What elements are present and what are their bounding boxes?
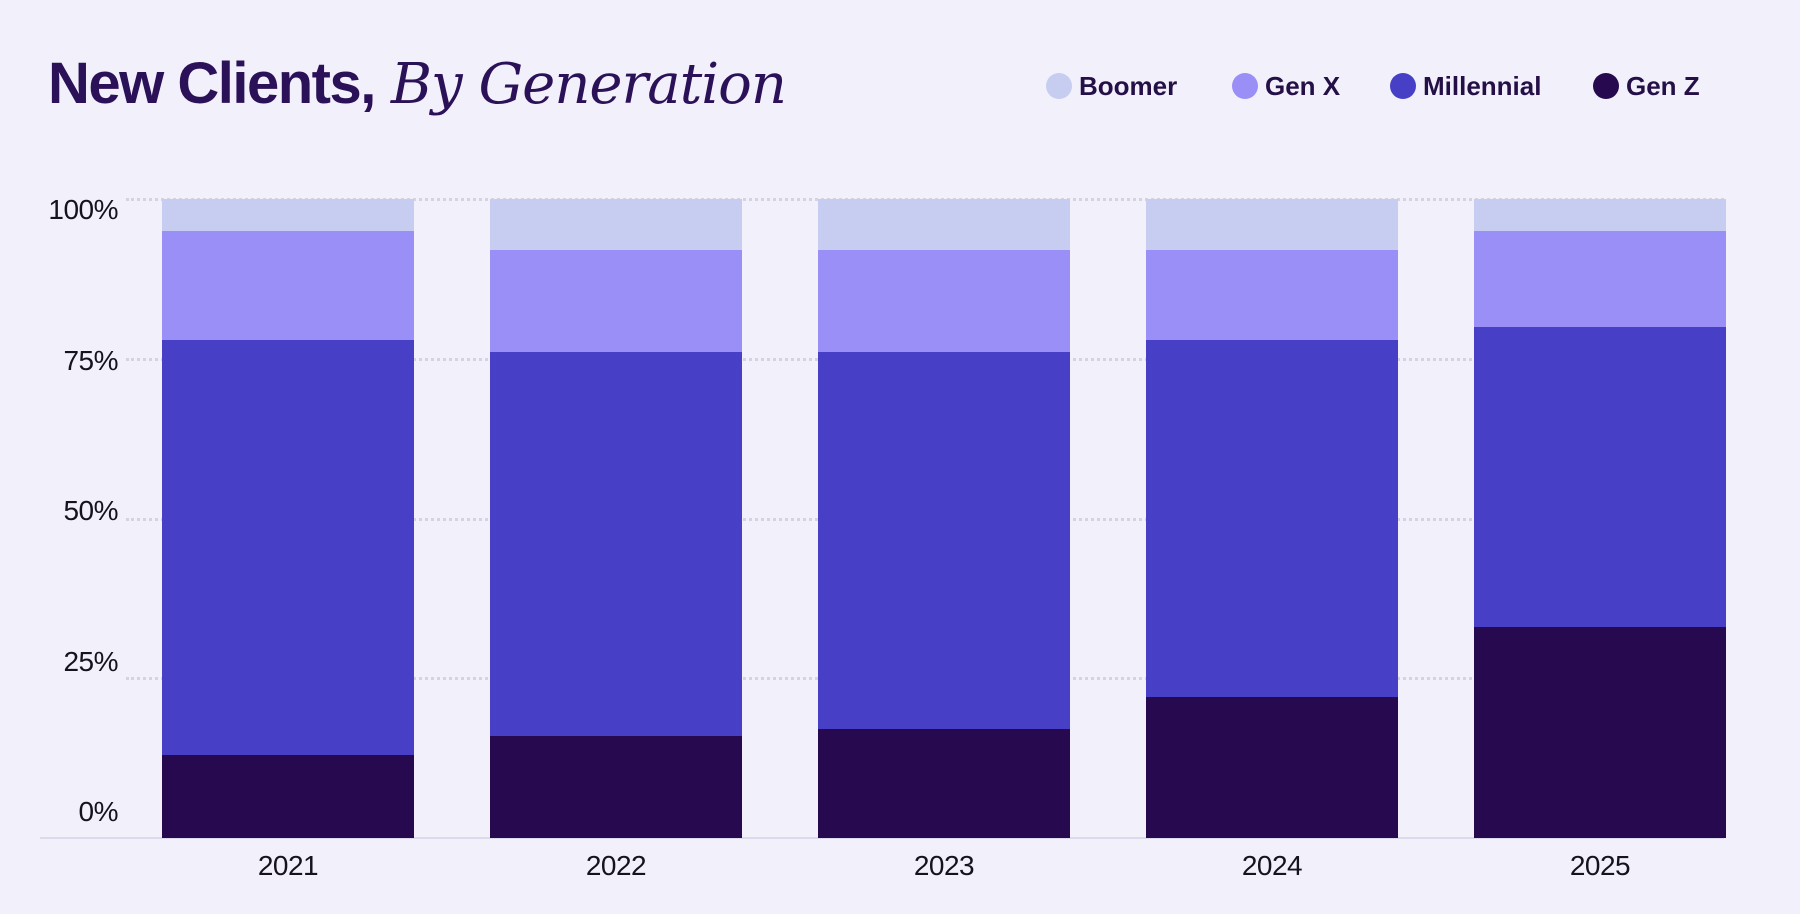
- y-tick-50%: 50%: [63, 495, 118, 526]
- bar-2021-segment-boomer: [162, 199, 414, 231]
- bar-2021-segment-gen-x: [162, 230, 414, 340]
- chart-title-sub: By Generation: [390, 52, 787, 117]
- legend-swatch-icon: [1046, 73, 1072, 99]
- legend-label: Gen Z: [1626, 70, 1700, 101]
- x-tick-2024: 2024: [1241, 850, 1303, 881]
- bar-2023-segment-gen-z: [818, 729, 1070, 838]
- legend-label: Gen X: [1265, 70, 1341, 101]
- bar-2023-segment-boomer: [818, 199, 1070, 251]
- y-tick-100%: 100%: [48, 194, 118, 225]
- bar-2022-segment-gen-x: [490, 250, 742, 353]
- x-tick-2025: 2025: [1569, 850, 1631, 881]
- bar-2022-segment-millennial: [490, 352, 742, 736]
- x-axis-line: [40, 837, 1724, 839]
- y-tick-0%: 0%: [78, 796, 119, 827]
- legend-swatch-icon: [1232, 73, 1258, 99]
- chart-title: New Clients, By Generation: [48, 50, 787, 120]
- bar-2021-segment-gen-z: [162, 754, 414, 838]
- x-tick-2021: 2021: [257, 850, 319, 881]
- bar-2024: [1146, 199, 1398, 838]
- bar-2025-segment-boomer: [1474, 199, 1726, 231]
- legend-item-millennial: Millennial: [1390, 70, 1542, 101]
- bar-2024-segment-gen-x: [1146, 250, 1398, 340]
- legend-label: Millennial: [1423, 70, 1542, 101]
- legend-swatch-icon: [1390, 73, 1416, 99]
- x-tick-2023: 2023: [913, 850, 975, 881]
- bar-2023-segment-gen-x: [818, 250, 1070, 353]
- bar-2022-segment-boomer: [490, 199, 742, 251]
- x-tick-2022: 2022: [585, 850, 647, 881]
- y-tick-75%: 75%: [63, 344, 118, 376]
- legend-swatch-icon: [1593, 73, 1619, 99]
- bar-2025-segment-gen-z: [1474, 627, 1726, 838]
- legend-label: Boomer: [1079, 70, 1178, 101]
- legend-item-gen-z: Gen Z: [1593, 70, 1700, 101]
- bar-2022: [490, 199, 742, 838]
- bar-2024-segment-millennial: [1146, 339, 1398, 698]
- bar-2024-segment-gen-z: [1146, 697, 1398, 838]
- bar-2023: [818, 199, 1070, 838]
- legend-item-boomer: Boomer: [1046, 70, 1178, 101]
- bar-2021-segment-millennial: [162, 339, 414, 755]
- bar-2025-segment-gen-x: [1474, 230, 1726, 327]
- bar-2025-segment-millennial: [1474, 326, 1726, 628]
- bar-2023-segment-millennial: [818, 352, 1070, 730]
- bar-2024-segment-boomer: [1146, 199, 1398, 251]
- bar-2025: [1474, 199, 1726, 838]
- y-tick-25%: 25%: [63, 645, 118, 677]
- chart-title-main: New Clients,: [48, 51, 376, 116]
- bar-2021: [162, 199, 414, 838]
- bar-2022-segment-gen-z: [490, 735, 742, 838]
- legend-item-gen-x: Gen X: [1232, 70, 1341, 101]
